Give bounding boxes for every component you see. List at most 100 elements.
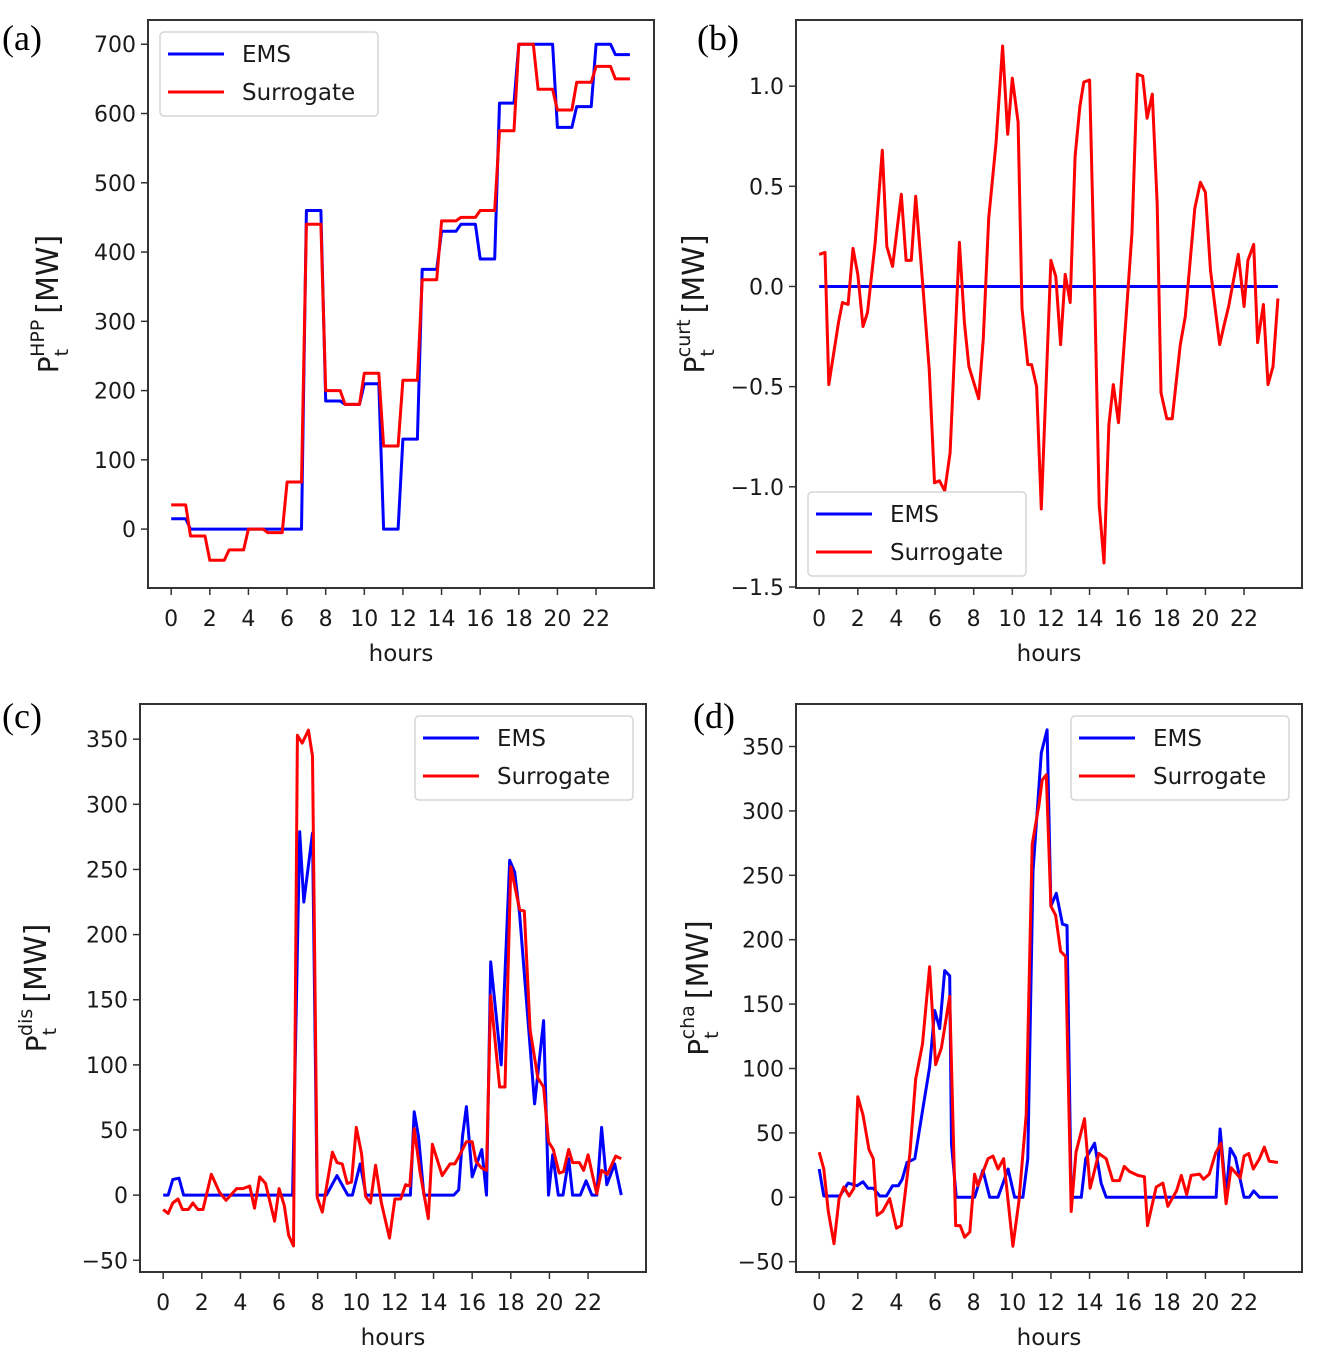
x-tick-label: 20 (543, 607, 571, 632)
x-tick-label: 14 (1076, 607, 1104, 632)
legend-label: Surrogate (1153, 764, 1266, 790)
x-tick-label: 10 (350, 607, 378, 632)
y-tick-label: 50 (100, 1119, 128, 1144)
panel-label: (a) (2, 18, 42, 58)
subplot-d: (d)0 2 4 6 8 10 12 14 16 18 20 22hours−500501001502… (677, 696, 1303, 1351)
x-tick-label: 4 (233, 1291, 247, 1316)
y-label-base: P (682, 1039, 715, 1056)
x-tick-label: 18 (1153, 1291, 1181, 1316)
x-tick-label: 6 (280, 607, 294, 632)
x-tick-label: 20 (535, 1291, 563, 1316)
legend-label: EMS (890, 502, 939, 528)
x-axis-label: hours (1017, 1325, 1082, 1351)
y-axis-label: Ptdis [MW] (15, 924, 61, 1053)
x-tick-label: 16 (466, 607, 494, 632)
x-tick-label: 10 (998, 607, 1026, 632)
y-tick-label: −50 (82, 1249, 128, 1274)
panel-label: (d) (693, 696, 735, 736)
y-tick-label: 0 (770, 1186, 784, 1211)
x-tick-label: 6 (272, 1291, 286, 1316)
y-label-sub: t (39, 1028, 61, 1035)
y-tick-label: 0.5 (749, 175, 784, 200)
x-tick-label: 10 (342, 1291, 370, 1316)
y-tick-label: 700 (94, 33, 136, 58)
x-tick-label: 12 (1037, 607, 1065, 632)
x-tick-label: 12 (381, 1291, 409, 1316)
y-tick-label: −1.0 (731, 476, 784, 501)
y-axis-label: Ptcha [MW] (677, 920, 723, 1055)
y-tick-label: 150 (742, 993, 784, 1018)
x-tick-label: 16 (1114, 607, 1142, 632)
axes-frame (795, 19, 1303, 589)
legend-label: Surrogate (497, 764, 610, 790)
x-tick-label: 8 (319, 607, 333, 632)
y-axis-label: PtHPP [MW] (27, 235, 73, 374)
y-tick-label: 0 (114, 1184, 128, 1209)
series-line-surrogate (162, 728, 622, 1248)
x-tick-label: 4 (889, 607, 903, 632)
x-tick-label: 8 (967, 1291, 981, 1316)
series-line-surrogate (818, 44, 1280, 565)
x-tick-label: 16 (458, 1291, 486, 1316)
x-tick-label: 0 (156, 1291, 170, 1316)
x-tick-label: 22 (1230, 607, 1258, 632)
y-tick-label: 250 (86, 858, 128, 883)
x-tick-label: 14 (420, 1291, 448, 1316)
y-tick-label: 350 (86, 728, 128, 753)
series-line-ems (817, 728, 1278, 1199)
legend-label: EMS (497, 726, 546, 752)
y-tick-label: 100 (94, 449, 136, 474)
x-tick-label: 0 (812, 607, 826, 632)
panel-label: (c) (2, 696, 42, 736)
y-tick-label: 0.0 (749, 275, 784, 300)
y-label-sup: cha (677, 1005, 699, 1039)
x-tick-label: 18 (505, 607, 533, 632)
y-tick-label: 300 (94, 310, 136, 335)
x-tick-label: 20 (1191, 1291, 1219, 1316)
legend: EMS Surrogate (807, 491, 1027, 577)
y-tick-label: 200 (742, 929, 784, 954)
x-tick-label: 14 (1076, 1291, 1104, 1316)
x-tick-label: 4 (241, 607, 255, 632)
y-tick-label: −50 (738, 1251, 784, 1276)
x-tick-label: 18 (497, 1291, 525, 1316)
x-tick-label: 0 (812, 1291, 826, 1316)
y-label-base: P (20, 1035, 53, 1052)
x-tick-label: 2 (195, 1291, 209, 1316)
y-label-sup: curt (673, 319, 695, 357)
y-tick-label: 400 (94, 241, 136, 266)
x-tick-label: 22 (574, 1291, 602, 1316)
x-tick-label: 6 (928, 1291, 942, 1316)
legend: EMS Surrogate (414, 715, 634, 801)
y-tick-label: 200 (86, 924, 128, 949)
y-tick-label: −0.5 (731, 376, 784, 401)
y-label-unit: [MW] (19, 924, 54, 1003)
x-tick-label: 22 (582, 607, 610, 632)
axes-frame (795, 703, 1303, 1273)
subplot-a: (a)0 2 4 6 8 10 12 14 16 18 20 22hours0100200300400… (2, 18, 655, 667)
x-tick-label: 20 (1191, 607, 1219, 632)
x-tick-label: 4 (889, 1291, 903, 1316)
x-axis-label: hours (369, 641, 434, 667)
y-label-unit: [MW] (681, 920, 716, 999)
series-line-surrogate (171, 42, 630, 562)
legend-label: EMS (242, 42, 291, 68)
x-tick-label: 22 (1230, 1291, 1258, 1316)
x-tick-label: 16 (1114, 1291, 1142, 1316)
x-axis-label: hours (361, 1325, 426, 1351)
legend-label: EMS (1153, 726, 1202, 752)
x-tick-label: 14 (428, 607, 456, 632)
subplot-b: (b) 0 2 4 6 8 10 12 14 16 18 20 22 hours −1.5 −1.0 −0.5 0… (673, 18, 1303, 667)
legend-label: Surrogate (242, 80, 355, 106)
y-tick-label: 350 (742, 736, 784, 761)
y-label-sub: t (51, 349, 73, 356)
series-line-ems (163, 830, 623, 1197)
x-tick-label: 10 (998, 1291, 1026, 1316)
y-label-unit: [MW] (677, 234, 712, 313)
panel-label: (b) (697, 18, 739, 58)
y-tick-label: 0 (122, 518, 136, 543)
y-label-sup: HPP (27, 320, 49, 357)
y-tick-label: 200 (94, 380, 136, 405)
axes-frame (139, 703, 647, 1273)
